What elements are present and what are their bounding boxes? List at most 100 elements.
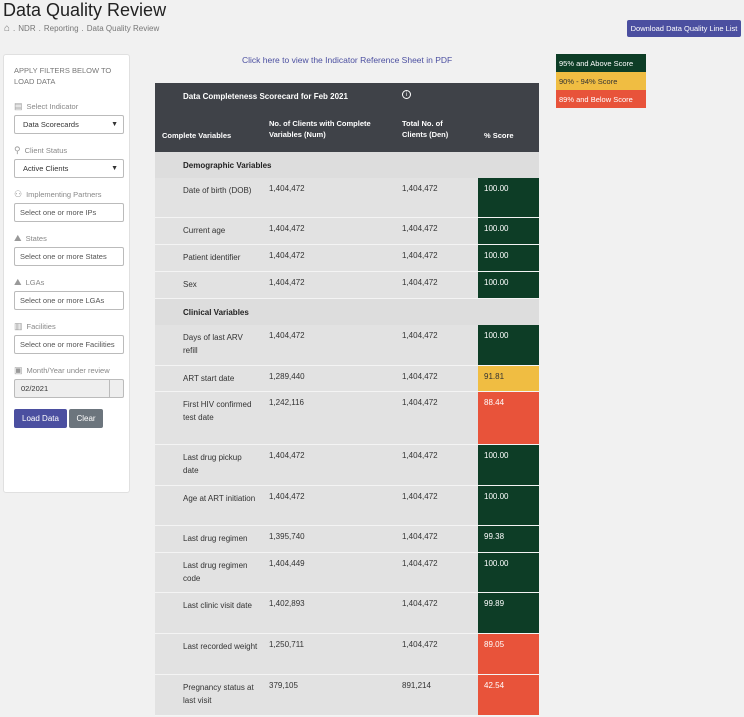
breadcrumb: ⌂ . NDR . Reporting . Data Quality Revie… <box>4 23 160 34</box>
score-value: 100.00 <box>478 486 539 525</box>
num-value: 1,250,711 <box>269 640 304 649</box>
lgas-input[interactable]: Select one or more LGAs <box>14 291 124 310</box>
caret-down-icon: ▼ <box>111 165 118 172</box>
score-value: 99.89 <box>478 593 539 633</box>
breadcrumb-item-ndr[interactable]: NDR <box>18 24 36 33</box>
score-value: 89.05 <box>478 634 539 674</box>
table-row: Age at ART initiation 1,404,472 1,404,472 1… <box>155 486 539 526</box>
calendar-icon: ▣ <box>14 364 23 375</box>
table-row: Last recorded weight 1,250,711 1,404,472 89… <box>155 634 539 675</box>
score-value: 100.00 <box>478 553 539 592</box>
table-title: Data Completeness Scorecard for Feb 2021 <box>183 92 348 101</box>
section-demographic: Demographic Variables <box>155 152 539 178</box>
info-icon[interactable]: i <box>402 90 411 99</box>
page-title: Data Quality Review <box>3 0 167 20</box>
legend-green: 95% and Above Score <box>556 54 646 72</box>
caret-down-icon: ▼ <box>111 121 118 128</box>
building-icon: ▥ <box>14 320 23 331</box>
score-value: 91.81 <box>478 366 539 391</box>
home-icon[interactable]: ⌂ <box>4 23 11 34</box>
table-row: Date of birth (DOB) 1,404,472 1,404,472 100… <box>155 178 539 218</box>
num-value: 1,404,472 <box>269 278 305 287</box>
breadcrumb-item-reporting[interactable]: Reporting <box>43 24 79 33</box>
den-value: 1,404,472 <box>402 492 438 501</box>
variable-name: Age at ART initiation <box>183 494 256 503</box>
lgas-label: LGAs <box>25 277 45 287</box>
den-value: 1,404,472 <box>402 559 438 568</box>
den-value: 1,404,472 <box>402 599 438 608</box>
num-value: 1,404,449 <box>269 559 305 568</box>
sitemap-icon: ⚇ <box>14 188 23 199</box>
col-header-num: No. of Clients with Complete Variables (… <box>269 119 371 139</box>
map-icon: ⛰ <box>14 232 22 243</box>
col-header-variable: Complete Variables <box>162 131 232 140</box>
den-value: 1,404,472 <box>402 451 438 460</box>
num-value: 1,402,893 <box>269 599 305 608</box>
variable-name: Last drug regimen <box>183 534 248 543</box>
states-input[interactable]: Select one or more States <box>14 247 124 266</box>
month-picker-toggle[interactable] <box>109 380 123 397</box>
filter-panel: APPLY FILTERS BELOW TO LOAD DATA ▤ Select… <box>3 54 130 493</box>
num-value: 1,404,472 <box>269 251 305 260</box>
num-value: 1,404,472 <box>269 224 305 233</box>
table-row: Last drug pickup date 1,404,472 1,404,472 1… <box>155 445 539 486</box>
den-value: 1,404,472 <box>402 372 438 381</box>
den-value: 1,404,472 <box>402 278 438 287</box>
num-value: 1,404,472 <box>269 331 305 340</box>
den-value: 1,404,472 <box>402 251 438 260</box>
score-value: 100.00 <box>478 325 539 365</box>
score-value: 42.54 <box>478 675 539 715</box>
ip-label: Implementing Partners <box>26 189 102 199</box>
den-value: 891,214 <box>402 681 431 690</box>
score-value: 100.00 <box>478 272 539 298</box>
variable-name: Last clinic visit date <box>183 601 252 610</box>
client-status-select[interactable]: Active Clients ▼ <box>14 159 124 178</box>
num-value: 1,289,440 <box>269 372 305 381</box>
variable-name: Sex <box>183 280 197 289</box>
den-value: 1,404,472 <box>402 532 438 541</box>
den-value: 1,404,472 <box>402 331 438 340</box>
col-header-score: % Score <box>484 131 514 140</box>
states-label: States <box>25 233 47 243</box>
score-value: 100.00 <box>478 445 539 485</box>
month-input[interactable]: 02/2021 <box>14 379 124 398</box>
table-row: Sex 1,404,472 1,404,472 100.00 <box>155 272 539 299</box>
num-value: 1,404,472 <box>269 451 305 460</box>
variable-name: First HIV confirmed test date <box>183 400 252 422</box>
facilities-input[interactable]: Select one or more Facilities <box>14 335 124 354</box>
section-clinical: Clinical Variables <box>155 299 539 325</box>
facilities-label: Facilities <box>26 321 56 331</box>
indicator-select[interactable]: Data Scorecards ▼ <box>14 115 124 134</box>
indicator-label: Select Indicator <box>26 101 79 111</box>
score-legend: 95% and Above Score 90% - 94% Score 89% … <box>556 54 646 108</box>
table-row: Last drug regimen 1,395,740 1,404,472 99.38 <box>155 526 539 553</box>
reference-sheet-link[interactable]: Click here to view the Indicator Referen… <box>242 55 453 65</box>
legend-yellow: 90% - 94% Score <box>556 72 646 90</box>
num-value: 1,404,472 <box>269 184 305 193</box>
table-row: Days of last ARV refill 1,404,472 1,404,47… <box>155 325 539 366</box>
scorecard-table: Data Completeness Scorecard for Feb 2021… <box>155 83 539 716</box>
variable-name: Current age <box>183 226 226 235</box>
ip-input[interactable]: Select one or more IPs <box>14 203 124 222</box>
download-line-list-button[interactable]: Download Data Quality Line List <box>627 20 741 37</box>
load-data-button[interactable]: Load Data <box>14 409 67 428</box>
table-row: Last clinic visit date 1,402,893 1,404,472… <box>155 593 539 634</box>
table-icon: ▤ <box>14 100 23 111</box>
den-value: 1,404,472 <box>402 224 438 233</box>
score-value: 100.00 <box>478 218 539 244</box>
den-value: 1,404,472 <box>402 398 438 407</box>
table-row: Current age 1,404,472 1,404,472 100.00 <box>155 218 539 245</box>
clear-button[interactable]: Clear <box>69 409 103 428</box>
score-value: 88.44 <box>478 392 539 444</box>
table-row: ART start date 1,289,440 1,404,472 91.81 <box>155 366 539 392</box>
table-row: Last drug regimen code 1,404,449 1,404,472… <box>155 553 539 593</box>
variable-name: Patient identifier <box>183 253 241 262</box>
variable-name: Last drug pickup date <box>183 453 242 475</box>
score-value: 99.38 <box>478 526 539 552</box>
map-icon: ⛰ <box>14 276 22 287</box>
status-label: Client Status <box>24 145 68 155</box>
variable-name: Last drug regimen code <box>183 561 248 583</box>
variable-name: Last recorded weight <box>183 642 258 651</box>
score-value: 100.00 <box>478 178 539 217</box>
